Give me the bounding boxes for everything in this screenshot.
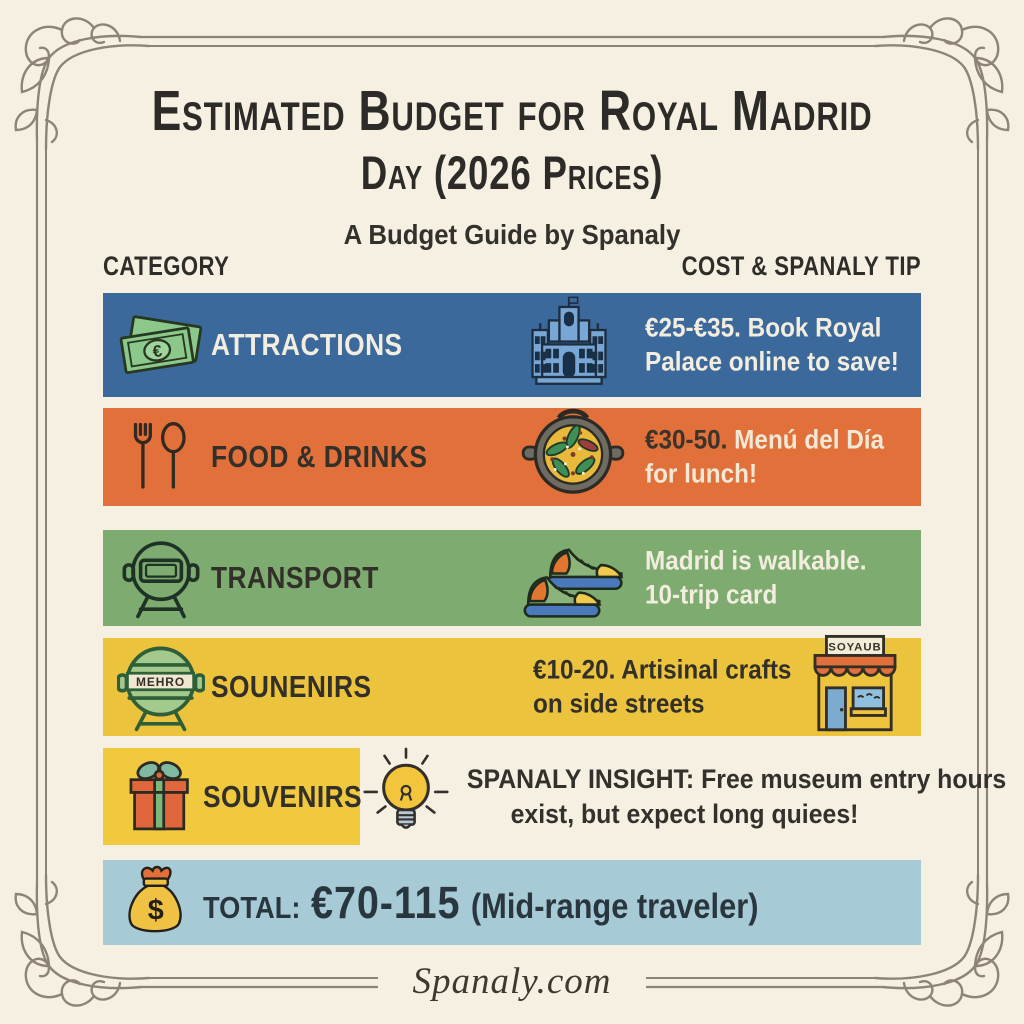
column-header-category: CATEGORY (103, 251, 230, 281)
total-text: TOTAL: €70-115 (Mid-range traveler) (203, 877, 758, 929)
category-label: ATTRACTIONS (211, 327, 403, 362)
price: €30-50. (645, 424, 728, 455)
row-souvenirs-insight: SOUVENIRS (103, 746, 1007, 847)
category-label: FOOD & DRINKS (211, 439, 428, 474)
cost-line2: 10-trip card (645, 579, 778, 609)
metro-sign-icon: MEHRO (115, 641, 207, 733)
money-bag-icon: $ (117, 865, 193, 941)
total-label: TOTAL: (203, 889, 301, 925)
category-label: TRANSPORT (211, 560, 379, 595)
total-note: (Mid-range traveler) (470, 886, 759, 926)
banknotes-icon: € (115, 307, 207, 383)
cost-line2: Palace online to save! (645, 346, 899, 376)
cost-line1: Madrid is walkable. (645, 545, 867, 576)
sneakers-icon (521, 530, 631, 627)
cost-line1: €10-20. Artisinal crafts (533, 654, 792, 685)
cost-line1: €30-50. Menú del Día (645, 423, 884, 457)
money-bag-symbol: $ (148, 894, 164, 926)
shop-sign-text: SOYAUB (828, 642, 881, 654)
insight-line2: exist, but expect long quiees! (510, 798, 859, 829)
site-name: Spanaly.com (378, 956, 646, 1007)
lightbulb-icon (363, 746, 449, 847)
footer: Spanaly.com (0, 956, 1024, 1007)
page-title-line1: Estimated Budget for Royal Madrid (151, 79, 873, 143)
metro-sign-text: MEHRO (136, 675, 185, 689)
row-transport: TRANSPORT (103, 530, 921, 626)
row-attractions: € ATTRACTIONS (103, 293, 921, 397)
insight-text: SPANALY INSIGHT: Free museum entry hours… (466, 761, 1007, 831)
royal-palace-icon (521, 295, 617, 396)
cost-text: €25-€35. Book Royal Palace online to sav… (645, 311, 899, 379)
row-sounenirs: MEHRO SOUNENIRS €10-20. Artisinal crafts… (103, 634, 921, 736)
column-header-cost: COST & SPANALY TIP (681, 251, 921, 281)
category-label: SOUVENIRS (203, 778, 363, 814)
page-title-line2: Day (2026 Prices) (360, 145, 664, 199)
tip-line1: Menú del Día (734, 424, 885, 455)
row-total: $ TOTAL: €70-115 (Mid-range traveler) (103, 860, 921, 945)
row-food-drinks: FOOD & DRINKS (103, 408, 921, 506)
cost-line2: on side streets (533, 688, 705, 718)
total-amount: €70-115 (311, 876, 461, 928)
fork-spoon-icon (115, 415, 207, 499)
metro-train-icon (115, 535, 207, 621)
column-headers: CATEGORY COST & SPANALY TIP (103, 251, 921, 282)
cost-text: €30-50. Menú del Día for lunch! (645, 423, 884, 491)
cost-text: Madrid is walkable. 10-trip card (645, 544, 866, 612)
header: Estimated Budget for Royal Madrid Day (2… (0, 79, 1024, 251)
gift-icon (115, 755, 207, 839)
cost-text: €10-20. Artisinal crafts on side streets (533, 653, 791, 721)
insight-line1: SPANALY INSIGHT: Free museum entry hours (466, 763, 1007, 794)
tip-line2: for lunch! (645, 458, 758, 488)
page-subtitle: A Budget Guide by Spanaly (343, 219, 681, 251)
budget-table: € ATTRACTIONS (103, 293, 1007, 945)
shop-icon: SOYAUB (807, 634, 903, 740)
cost-line1: €25-€35. Book Royal (645, 312, 882, 343)
paella-icon (521, 408, 625, 507)
category-label: SOUNENIRS (211, 669, 372, 704)
